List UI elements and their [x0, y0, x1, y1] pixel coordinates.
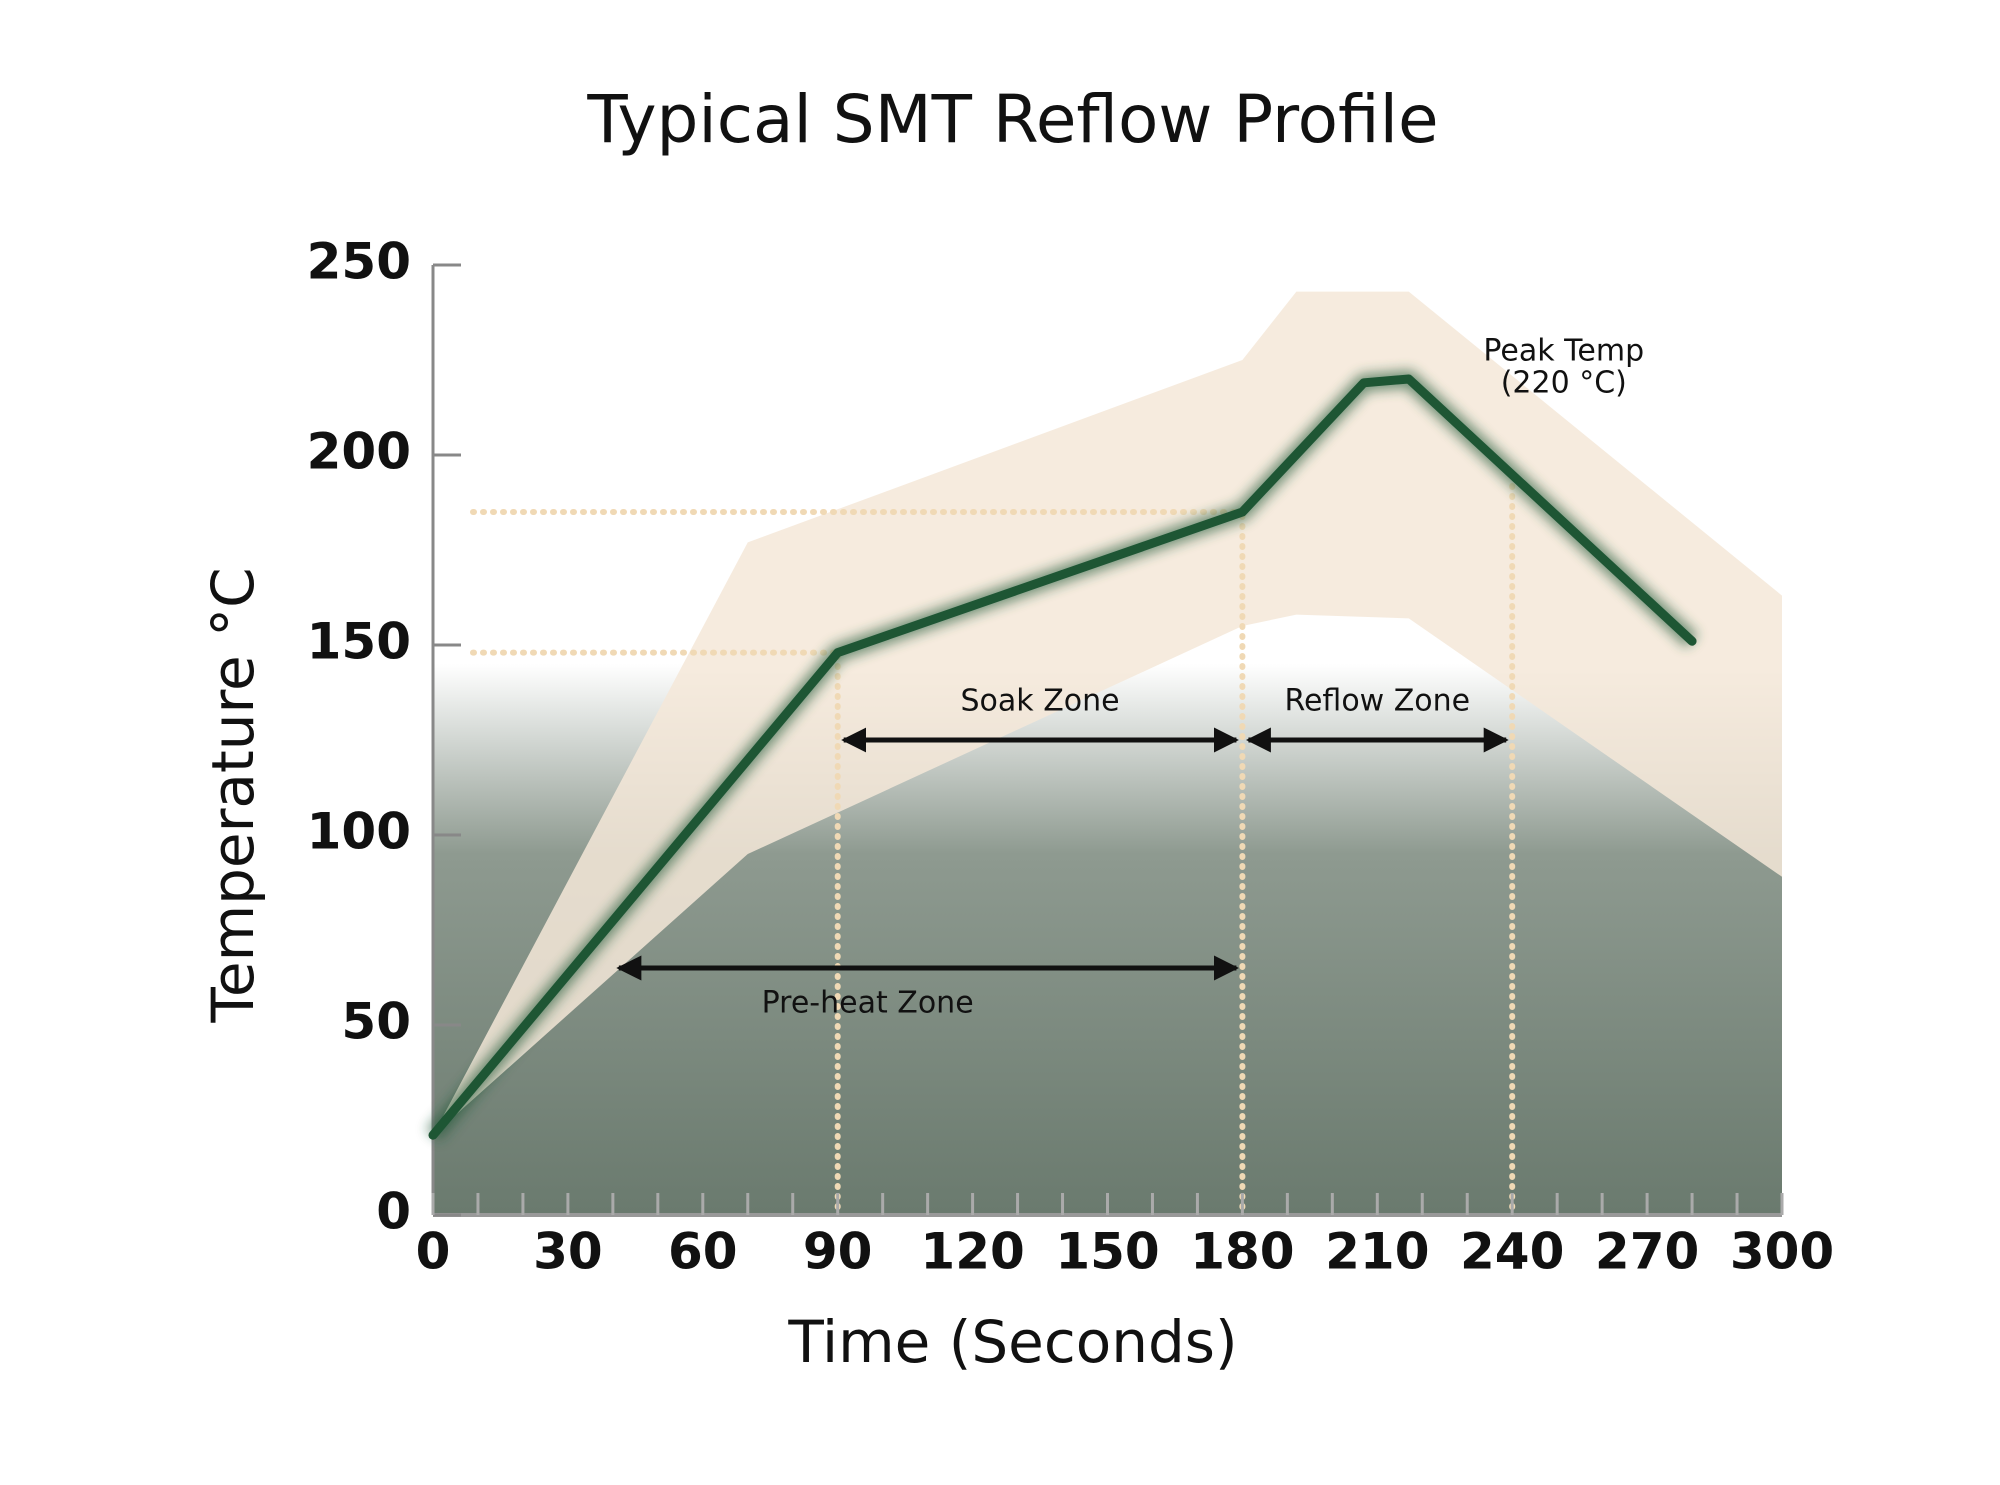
chart-title: Typical SMT Reflow Profile	[586, 81, 1438, 158]
zone-label: Reflow Zone	[1284, 684, 1470, 719]
x-tick-label: 240	[1460, 1223, 1564, 1281]
x-tick-label: 150	[1055, 1223, 1159, 1281]
y-tick-label: 200	[307, 423, 411, 481]
x-tick-label: 270	[1595, 1223, 1699, 1281]
y-axis-label: Temperature °C	[199, 567, 267, 1023]
x-tick-label: 120	[920, 1223, 1024, 1281]
y-tick-label: 50	[341, 993, 411, 1051]
zone-label: Pre-heat Zone	[762, 986, 974, 1021]
x-tick-label: 180	[1190, 1223, 1294, 1281]
line	[428, 374, 1697, 1140]
x-tick-label: 0	[416, 1223, 451, 1281]
y-tick-label: 250	[307, 233, 411, 291]
peak-annotation: (220 °C)	[1501, 366, 1627, 401]
x-tick-label: 90	[803, 1223, 873, 1281]
tolerance-band	[433, 291, 1782, 1136]
y-tick-label: 0	[376, 1183, 411, 1241]
x-tick-label: 300	[1730, 1223, 1834, 1281]
x-tick-label: 210	[1325, 1223, 1429, 1281]
x-axis-label: Time (Seconds)	[787, 1308, 1237, 1376]
x-tick-label: 30	[533, 1223, 603, 1281]
zone-label: Soak Zone	[961, 684, 1120, 719]
peak-annotation: Peak Temp	[1483, 334, 1644, 369]
y-tick-label: 100	[307, 803, 411, 861]
y-tick-label: 150	[307, 613, 411, 671]
x-tick-label: 60	[668, 1223, 738, 1281]
